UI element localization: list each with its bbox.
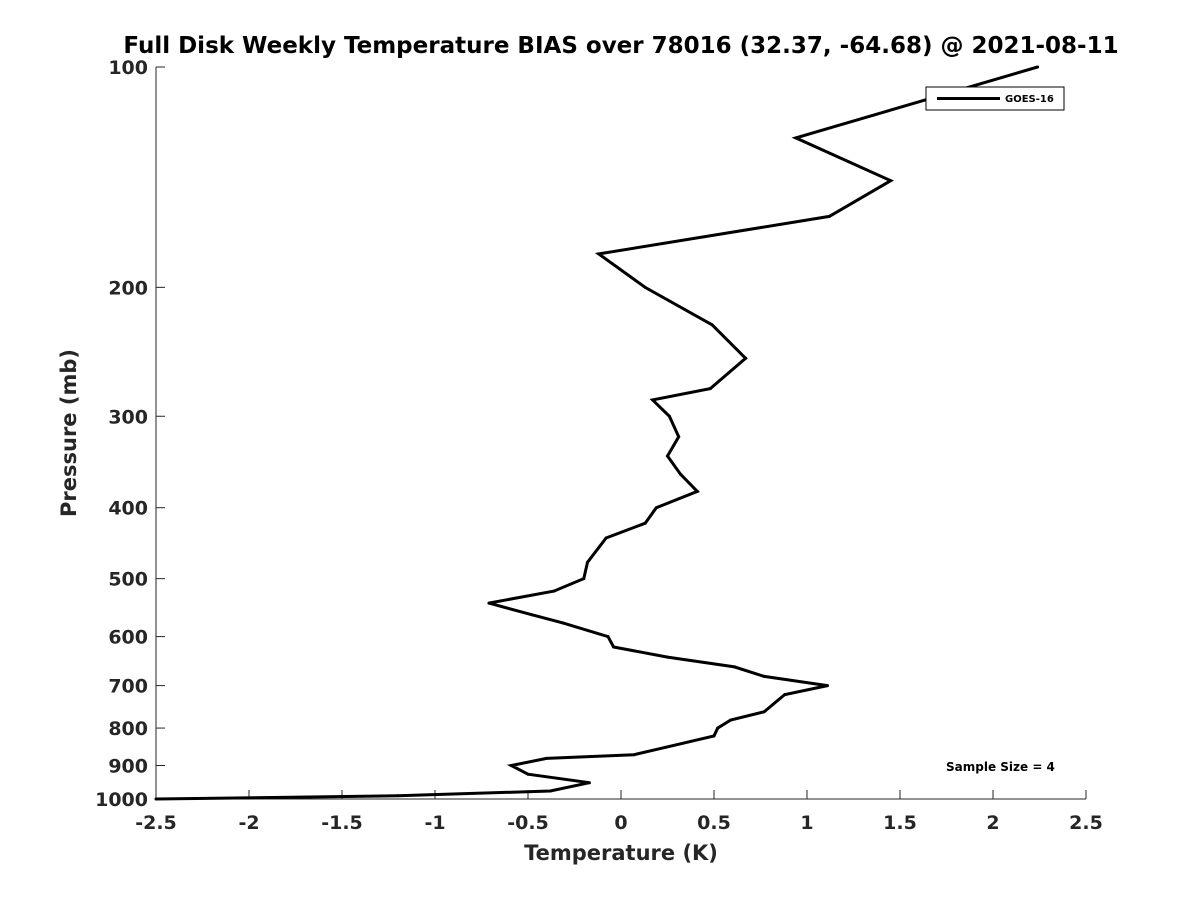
y-tick-label: 1000 [95,789,148,811]
data-point [712,734,716,738]
data-point [582,577,586,581]
x-tick-label: 2 [986,812,999,834]
x-tick-label: 1 [800,812,813,834]
x-tick-label: 0 [614,812,627,834]
x-tick-label: -1.5 [321,812,363,834]
x-tick-label: -0.5 [507,812,549,834]
data-point [612,645,616,649]
y-ticks: 100 200 300 400 500 600 700 800 900 1000 [95,57,165,811]
y-tick-label: 200 [108,277,148,299]
y-tick-label: 400 [108,498,148,520]
data-point [154,797,158,801]
chart-title: Full Disk Weekly Temperature BIAS over 7… [123,33,1118,59]
data-point [545,756,549,760]
series-line-goes-16 [155,65,1039,801]
y-axis-label: Pressure (mb) [57,349,81,517]
legend: GOES-16 [925,86,1065,111]
data-point [826,684,829,688]
data-point [827,214,831,218]
y-tick-label: 100 [108,57,148,79]
data-point [710,323,714,327]
legend-label-goes-16: GOES-16 [1005,94,1054,105]
data-point [679,472,682,476]
data-point [487,601,491,605]
data-point [762,674,766,678]
data-point [667,414,671,418]
data-point [604,536,608,540]
plot-area: -2.5 -2 -1.5 -1 -0.5 0 0.5 1 1.5 2 2.5 100 200 300 40… [95,57,1103,834]
data-point [762,710,766,714]
x-axis-label: Temperature (K) [524,841,718,865]
data-point [643,285,647,289]
y-tick-label: 900 [108,756,148,778]
y-tick-label: 700 [108,676,148,698]
data-point [716,726,720,730]
data-point [783,693,787,697]
data-point [666,655,669,659]
data-point [552,589,556,593]
x-tick-label: -2.5 [135,812,177,834]
data-point [396,794,400,798]
data-point [708,387,712,391]
data-point [509,764,513,767]
data-point [664,745,668,749]
data-point [561,621,565,625]
data-point [677,435,681,439]
y-tick-label: 500 [108,569,148,591]
data-point [1036,65,1040,69]
data-point [530,613,534,617]
x-tick-label: -2 [238,812,259,834]
x-tick-label: 0.5 [697,812,731,834]
sample-size-annotation: Sample Size = 4 [946,760,1055,774]
data-point [889,179,893,183]
y-tick-label: 300 [108,406,148,428]
data-point [729,718,733,722]
x-tick-label: 2.5 [1069,812,1103,834]
data-point [744,356,748,360]
data-point [695,489,699,493]
data-point [651,398,655,402]
x-tick-label: -1 [424,812,445,834]
x-tick-label: 1.5 [883,812,917,834]
data-point [526,772,530,776]
data-point [643,521,647,525]
data-point [733,665,736,669]
y-tick-label: 600 [108,627,148,649]
data-point [548,789,552,793]
data-point [666,454,669,458]
data-points [154,65,1040,801]
data-point [586,560,589,564]
y-tick-label: 800 [108,718,148,740]
x-ticks: -2.5 -2 -1.5 -1 -0.5 0 0.5 1 1.5 2 2.5 [135,790,1103,834]
data-point [597,252,601,256]
data-point [606,635,610,639]
data-point [654,506,658,510]
data-point [794,136,798,140]
data-point [587,781,591,785]
data-point [632,753,636,757]
